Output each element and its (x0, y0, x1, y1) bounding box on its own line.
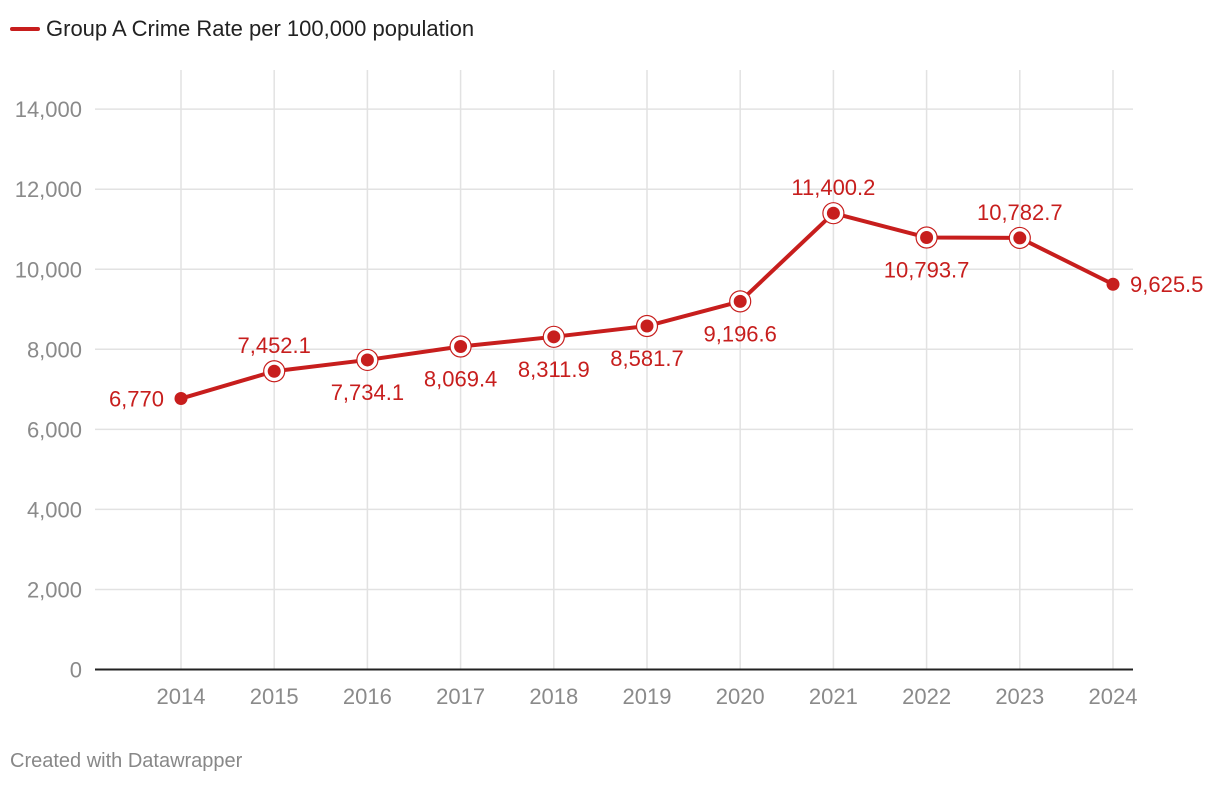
x-tick-label: 2014 (157, 684, 206, 709)
series-layer (174, 202, 1120, 406)
y-tick-label: 14,000 (15, 97, 82, 122)
x-tick-label: 2016 (343, 684, 392, 709)
data-point (174, 392, 188, 406)
data-label: 11,400.2 (791, 175, 875, 200)
data-label: 10,793.7 (884, 257, 970, 282)
data-label: 9,625.5 (1130, 272, 1203, 297)
legend-label: Group A Crime Rate per 100,000 populatio… (46, 16, 475, 41)
data-point (640, 319, 654, 333)
y-tick-label: 12,000 (15, 177, 82, 202)
data-point (1106, 277, 1120, 291)
footer-credit: Created with Datawrapper (10, 750, 243, 772)
x-tick-label: 2021 (809, 684, 858, 709)
data-label: 9,196.6 (703, 321, 776, 346)
data-point (1013, 231, 1027, 245)
y-tick-label: 0 (70, 658, 82, 683)
y-tick-label: 6,000 (27, 417, 82, 442)
data-point (547, 330, 561, 344)
axis-layer: 0 2,000 4,000 6,000 8,000 10,000 12,000 14,000 2… (15, 97, 1138, 709)
legend: Group A Crime Rate per 100,000 populatio… (10, 16, 474, 42)
data-point (267, 364, 281, 378)
data-point (826, 206, 840, 220)
x-tick-label: 2024 (1089, 684, 1138, 709)
x-tick-label: 2023 (995, 684, 1044, 709)
y-tick-label: 2,000 (27, 577, 82, 602)
data-point (360, 353, 374, 367)
data-label: 8,311.9 (518, 357, 590, 382)
data-point (454, 340, 468, 354)
label-layer: 6,770 7,452.1 7,734.1 8,069.4 8,311.9 8,581.7… (109, 175, 1203, 411)
y-tick-label: 8,000 (27, 337, 82, 362)
legend-swatch (10, 27, 40, 31)
data-label: 6,770 (109, 387, 164, 412)
x-tick-label: 2020 (716, 684, 765, 709)
x-tick-label: 2022 (902, 684, 951, 709)
data-label: 8,581.7 (610, 346, 683, 371)
x-tick-label: 2019 (623, 684, 672, 709)
y-tick-label: 4,000 (27, 497, 82, 522)
grid-layer (95, 70, 1133, 670)
data-point (920, 230, 934, 244)
y-tick-label: 10,000 (15, 257, 82, 282)
x-tick-label: 2017 (436, 684, 485, 709)
data-label: 7,734.1 (331, 380, 404, 405)
data-point (733, 294, 747, 308)
data-label: 10,782.7 (977, 200, 1063, 225)
data-label: 7,452.1 (237, 333, 310, 358)
x-tick-label: 2015 (250, 684, 299, 709)
x-tick-label: 2018 (529, 684, 578, 709)
data-label: 8,069.4 (424, 367, 497, 392)
